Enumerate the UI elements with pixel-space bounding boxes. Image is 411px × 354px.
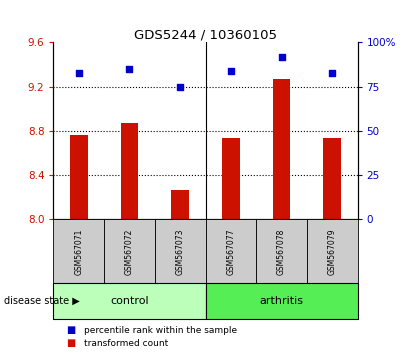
Title: GDS5244 / 10360105: GDS5244 / 10360105 (134, 28, 277, 41)
Text: arthritis: arthritis (259, 296, 304, 306)
Bar (307, 219, 358, 283)
Bar (53, 283, 206, 319)
Text: control: control (110, 296, 149, 306)
Bar (206, 219, 256, 283)
Bar (53, 219, 104, 283)
Text: ■: ■ (66, 325, 75, 335)
Text: GSM567072: GSM567072 (125, 228, 134, 275)
Text: GSM567077: GSM567077 (226, 228, 236, 275)
Text: GSM567071: GSM567071 (74, 228, 83, 275)
Bar (206, 283, 358, 319)
Bar (171, 190, 189, 219)
Text: disease state ▶: disease state ▶ (4, 296, 80, 306)
Bar (70, 136, 88, 219)
Text: GSM567079: GSM567079 (328, 228, 337, 275)
Bar (323, 138, 341, 219)
Point (329, 70, 335, 75)
Point (228, 68, 234, 74)
Bar (155, 219, 206, 283)
Bar (256, 219, 307, 283)
Bar (120, 123, 139, 219)
Text: GSM567078: GSM567078 (277, 228, 286, 275)
Text: GSM567073: GSM567073 (175, 228, 185, 275)
Bar (272, 79, 291, 219)
Text: transformed count: transformed count (84, 339, 169, 348)
Point (126, 66, 133, 72)
Bar (104, 219, 155, 283)
Bar (222, 138, 240, 219)
Point (76, 70, 82, 75)
Point (177, 84, 183, 90)
Text: percentile rank within the sample: percentile rank within the sample (84, 326, 238, 335)
Point (278, 54, 285, 59)
Text: ■: ■ (66, 338, 75, 348)
